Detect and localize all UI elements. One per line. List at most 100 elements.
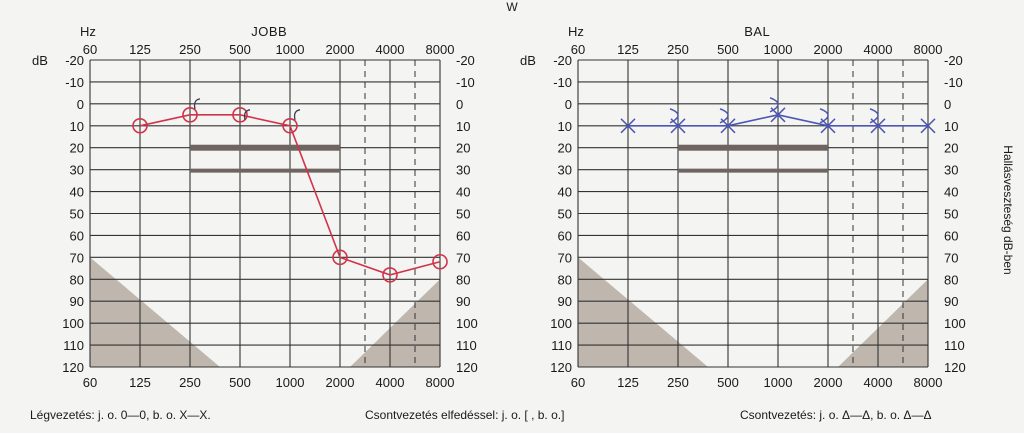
marker-left-1-1000	[769, 97, 779, 113]
marker-left-0-8000	[920, 118, 936, 134]
db-label: dB	[32, 53, 48, 68]
y-tick-left-100: 100	[550, 316, 572, 331]
y-tick-left-20: 20	[70, 141, 84, 156]
y-tick-left-30: 30	[558, 163, 572, 178]
y-tick-right-10: 10	[456, 119, 470, 134]
marker-left-1-500	[719, 108, 729, 124]
y-tick-right-100: 100	[944, 316, 966, 331]
y-tick-right-110: 110	[456, 338, 477, 353]
y-tick-left-80: 80	[70, 272, 84, 287]
x-tick-top-125: 125	[129, 42, 151, 57]
x-tick-bottom-4000: 4000	[376, 375, 405, 390]
y-tick-left-50: 50	[558, 207, 572, 222]
series-line-right-0	[139, 114, 441, 276]
marker-right-1-250	[193, 98, 201, 109]
legend-bone-conduction: Csontvezetés: j. o. Δ—Δ, b. o. Δ—Δ	[740, 408, 931, 422]
x-tick-top-4000: 4000	[376, 42, 405, 57]
y-tick-right-0: 0	[944, 97, 951, 112]
x-tick-top-2000: 2000	[814, 42, 843, 57]
marker-right-0-250	[182, 107, 198, 123]
marker-right-1-500	[243, 109, 251, 120]
marker-right-0-8000	[432, 253, 448, 270]
marker-right-0-4000	[382, 267, 398, 283]
marker-right-0-1000	[282, 117, 298, 134]
y-tick-left--10: -10	[65, 75, 84, 90]
y-tick-left-0: 0	[565, 97, 572, 112]
x-tick-top-1000: 1000	[276, 42, 305, 57]
x-tick-bottom-125: 125	[129, 375, 151, 390]
y-tick-left-70: 70	[70, 250, 84, 265]
x-tick-top-250: 250	[179, 42, 201, 57]
y-tick-right-120: 120	[944, 360, 966, 375]
y-tick-left-0: 0	[77, 97, 84, 112]
y-tick-right-50: 50	[456, 207, 470, 222]
reference-band-30	[678, 168, 828, 173]
y-tick-right-20: 20	[456, 141, 470, 156]
x-tick-bottom-500: 500	[229, 375, 251, 390]
x-tick-bottom-60: 60	[83, 375, 97, 390]
legend-air-conduction: Légvezetés: j. o. 0—0, b. o. X—X.	[30, 408, 211, 422]
y-tick-right-70: 70	[944, 250, 958, 265]
marker-left-1-2000	[819, 108, 829, 124]
x-tick-bottom-250: 250	[179, 375, 201, 390]
x-tick-bottom-60: 60	[571, 375, 585, 390]
x-tick-bottom-500: 500	[717, 375, 739, 390]
x-tick-bottom-250: 250	[667, 375, 689, 390]
chart-title-left: BAL	[744, 24, 770, 39]
y-tick-left-50: 50	[70, 207, 84, 222]
x-tick-bottom-8000: 8000	[914, 375, 943, 390]
reference-band-20	[190, 144, 340, 151]
y-tick-right--20: -20	[944, 53, 963, 68]
x-tick-top-8000: 8000	[426, 42, 455, 57]
y-tick-right--20: -20	[456, 53, 475, 68]
x-tick-bottom-4000: 4000	[864, 375, 893, 390]
x-tick-bottom-1000: 1000	[276, 375, 305, 390]
y-tick-left-90: 90	[70, 294, 84, 309]
x-tick-top-4000: 4000	[864, 42, 893, 57]
y-tick-left-110: 110	[551, 338, 572, 353]
y-tick-left--20: -20	[553, 53, 572, 68]
x-tick-top-2000: 2000	[326, 42, 355, 57]
y-tick-right-80: 80	[456, 272, 470, 287]
x-tick-top-60: 60	[83, 42, 97, 57]
marker-right-0-125	[132, 117, 148, 134]
y-tick-right--10: -10	[456, 75, 475, 90]
y-tick-right-80: 80	[944, 272, 958, 287]
x-tick-bottom-1000: 1000	[764, 375, 793, 390]
y-tick-left--20: -20	[65, 53, 84, 68]
y-tick-right-110: 110	[944, 338, 965, 353]
legend-masked-bone-conduction: Csontvezetés elfedéssel: j. o. [ , b. o.…	[365, 408, 564, 422]
side-axis-label: Hallásveszteség dB-ben	[1001, 145, 1015, 274]
marker-right-0-500	[232, 107, 248, 123]
y-tick-left-90: 90	[558, 294, 572, 309]
y-tick-left-10: 10	[558, 119, 572, 134]
y-tick-left-30: 30	[70, 163, 84, 178]
x-tick-bottom-2000: 2000	[326, 375, 355, 390]
y-tick-right--10: -10	[944, 75, 963, 90]
y-tick-left-120: 120	[62, 360, 84, 375]
y-tick-right-60: 60	[456, 228, 470, 243]
y-tick-right-70: 70	[456, 250, 470, 265]
y-tick-right-40: 40	[456, 185, 470, 200]
hz-label: Hz	[568, 24, 584, 39]
y-tick-right-30: 30	[456, 163, 470, 178]
shade-low-frequency	[90, 257, 220, 367]
y-tick-left-70: 70	[558, 250, 572, 265]
chart-title-right: JOBB	[251, 24, 287, 39]
reference-band-20	[678, 144, 828, 151]
db-label: dB	[520, 53, 536, 68]
y-tick-right-60: 60	[944, 228, 958, 243]
y-tick-left-100: 100	[62, 316, 84, 331]
y-tick-right-50: 50	[944, 207, 958, 222]
hz-label: Hz	[80, 24, 96, 39]
y-tick-left-110: 110	[63, 338, 84, 353]
x-tick-bottom-2000: 2000	[814, 375, 843, 390]
marker-right-0-2000	[332, 249, 348, 266]
x-tick-top-8000: 8000	[914, 42, 943, 57]
y-tick-right-10: 10	[944, 119, 958, 134]
marker-left-0-125	[620, 118, 636, 134]
y-tick-left-40: 40	[558, 185, 572, 200]
y-tick-right-30: 30	[944, 163, 958, 178]
y-tick-right-100: 100	[456, 316, 478, 331]
